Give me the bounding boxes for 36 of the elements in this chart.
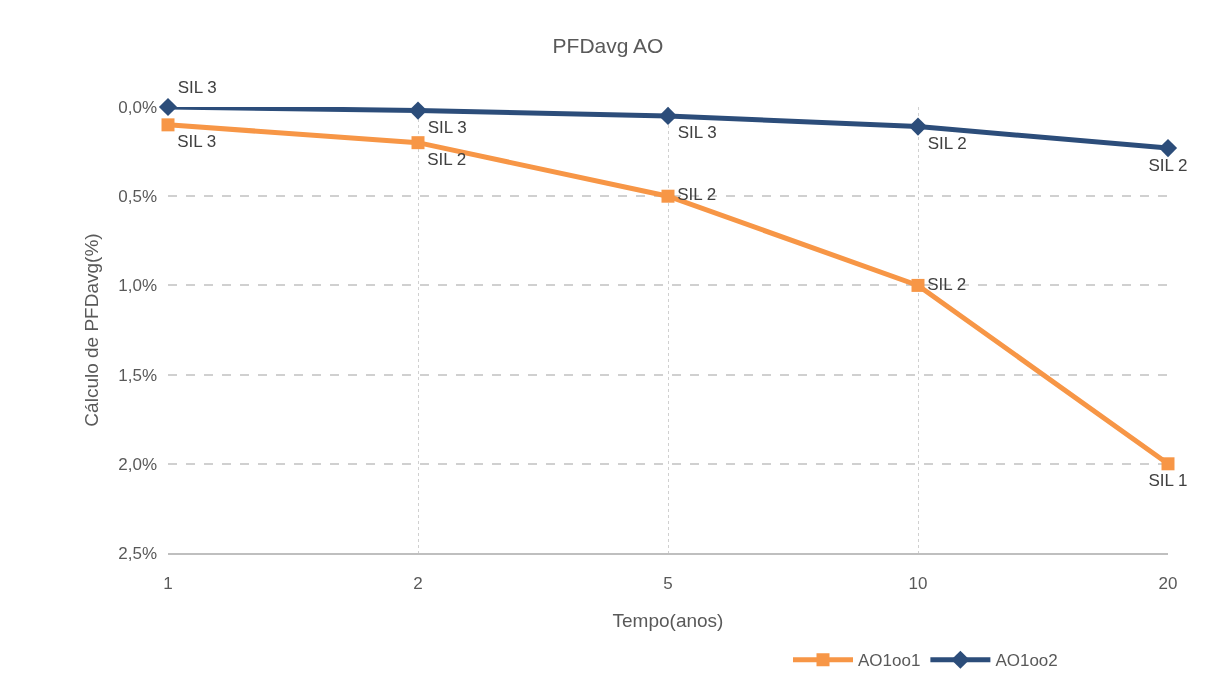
data-label: SIL 3 [677,123,717,143]
data-label: SIL 2 [427,149,467,169]
data-label: SIL 3 [427,118,467,138]
y-tick-label: 0,0% [118,97,157,117]
point [411,136,425,150]
data-label: SIL 2 [1148,155,1188,175]
x-tick-label: 10 [908,574,928,594]
point [158,97,178,117]
y-tick-label: 1,5% [118,365,157,385]
chart-title: PFDavg AO [552,33,664,57]
point [911,278,925,292]
point [161,118,175,132]
data-label: SIL 2 [927,274,967,294]
x-axis-title: Tempo(anos) [612,610,724,632]
point [1161,457,1175,471]
data-label: SIL 3 [177,131,217,151]
point [661,189,675,203]
point [408,101,428,120]
point [1158,138,1178,158]
x-tick-label: 1 [163,574,173,594]
y-tick-label: 0,5% [118,187,157,207]
data-label: SIL 2 [927,134,967,154]
legend-label: AO1oo2 [995,651,1058,671]
data-label: SIL 1 [1148,470,1188,490]
point [658,106,678,126]
point [908,117,928,136]
y-tick-label: 1,0% [118,276,157,296]
data-label: SIL 3 [177,78,217,97]
x-tick-label: 20 [1158,574,1178,594]
data-label: SIL 2 [677,185,717,205]
x-tick-label: 5 [663,574,673,594]
y-tick-label: 2,0% [118,454,157,474]
y-tick-label: 2,5% [118,543,157,563]
y-axis-title: Cálculo de PFDavg(%) [81,233,103,427]
legend-label: AO1oo1 [858,651,921,671]
x-tick-label: 2 [413,574,423,594]
